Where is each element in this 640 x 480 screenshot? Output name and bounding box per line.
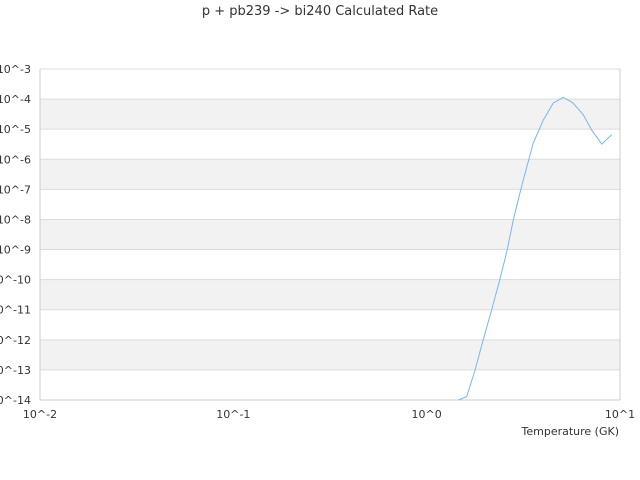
- x-tick-label: 10^-1: [216, 408, 250, 421]
- plot-band: [40, 219, 620, 250]
- y-tick-label: 10^-7: [0, 183, 31, 196]
- series-line: [458, 96, 613, 401]
- y-tick-label: 10^-13: [0, 364, 31, 377]
- plot-band: [40, 159, 620, 190]
- y-tick-label: 10^-4: [0, 93, 31, 106]
- plot-band: [40, 339, 620, 370]
- plot-band: [40, 279, 620, 310]
- plot-band: [40, 99, 620, 130]
- x-tick-label: 10^1: [605, 408, 635, 421]
- y-tick-label: 10^-8: [0, 213, 31, 226]
- y-tick-label: 10^-10: [0, 274, 31, 287]
- y-tick-label: 10^-11: [0, 304, 31, 317]
- y-tick-label: 10^-9: [0, 244, 31, 257]
- y-tick-label: 10^-12: [0, 334, 31, 347]
- y-tick-label: 10^-6: [0, 153, 31, 166]
- y-tick-label: 10^-14: [0, 394, 31, 407]
- x-tick-label: 10^-2: [23, 408, 57, 421]
- chart-title: p + pb239 -> bi240 Calculated Rate: [201, 4, 439, 19]
- x-tick-label: 10^0: [412, 408, 442, 421]
- y-tick-label: 10^-5: [0, 123, 31, 136]
- x-axis-label: Temperature (GK): [521, 425, 620, 438]
- y-tick-label: 10^-3: [0, 63, 31, 76]
